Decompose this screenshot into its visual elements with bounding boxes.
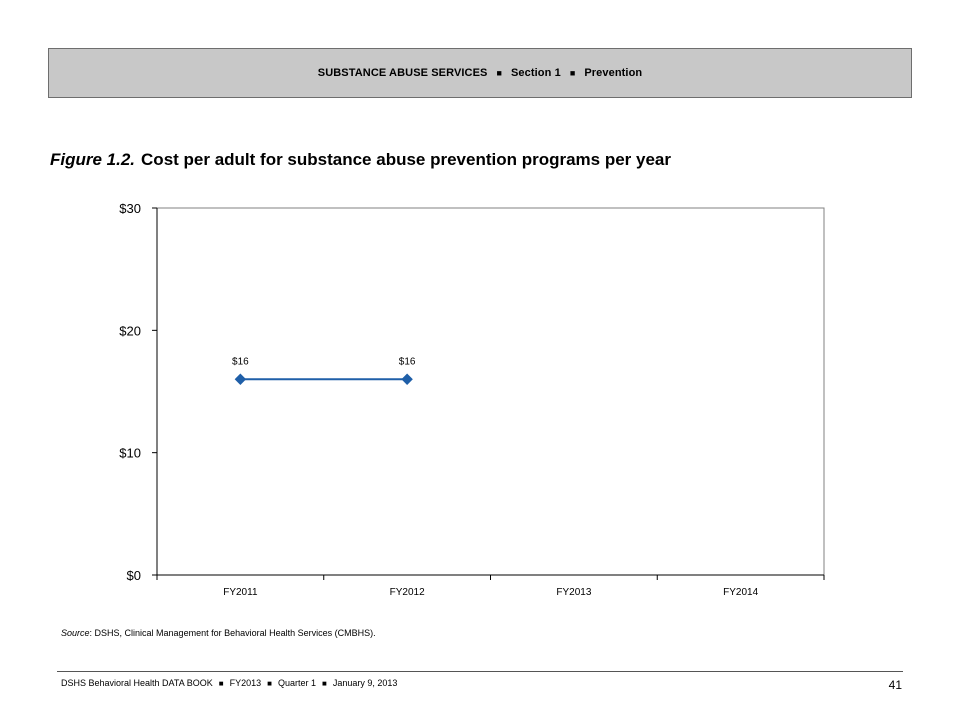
source-text: : DSHS, Clinical Management for Behavior… xyxy=(89,628,376,638)
footer-fiscal-year: FY2013 xyxy=(229,678,262,688)
y-tick-label: $20 xyxy=(119,323,141,338)
data-label: $16 xyxy=(399,356,416,367)
y-tick-label: $30 xyxy=(119,201,141,216)
x-tick-label: FY2014 xyxy=(723,587,758,598)
source-note: Source: DSHS, Clinical Management for Be… xyxy=(61,628,376,638)
figure-title: Figure 1.2. Cost per adult for substance … xyxy=(50,150,930,170)
data-point-marker xyxy=(401,373,413,385)
header-topic: Prevention xyxy=(584,67,643,79)
header-separator: ■ xyxy=(569,68,576,78)
footer-publication: DSHS Behavioral Health DATA BOOK xyxy=(61,678,213,688)
y-tick-label: $10 xyxy=(119,446,141,461)
data-label: $16 xyxy=(232,356,249,367)
x-tick-label: FY2013 xyxy=(556,587,591,598)
page-number: 41 xyxy=(888,678,902,692)
x-tick-label: FY2011 xyxy=(223,587,258,598)
y-axis-ticks: $0 $10 $20 $30 xyxy=(119,201,157,583)
section-header-bar: SUBSTANCE ABUSE SERVICES ■ Section 1 ■ P… xyxy=(48,48,912,98)
figure-label: Figure 1.2. xyxy=(50,150,136,169)
footer-separator: ■ xyxy=(267,678,272,688)
series-layer: $16 $16 xyxy=(232,356,416,385)
footer-divider xyxy=(57,671,903,672)
data-point-marker xyxy=(234,373,247,385)
figure-title-text: Cost per adult for substance abuse preve… xyxy=(141,150,672,169)
x-axis-ticks: FY2011 FY2012 FY2013 FY2014 xyxy=(156,575,825,598)
footer-separator: ■ xyxy=(218,678,224,688)
header-section: Section 1 xyxy=(511,67,561,79)
footer-quarter: Quarter 1 xyxy=(277,678,316,688)
x-tick-label: FY2012 xyxy=(390,587,425,598)
source-label: Source xyxy=(61,628,90,638)
plot-area-frame xyxy=(156,207,825,576)
footer-separator: ■ xyxy=(321,678,327,688)
header-separator: ■ xyxy=(496,68,502,78)
footer-date: January 9, 2013 xyxy=(332,678,398,688)
footer-text: DSHS Behavioral Health DATA BOOK ■ FY201… xyxy=(61,678,397,688)
header-program: SUBSTANCE ABUSE SERVICES xyxy=(317,67,488,79)
y-tick-label: $0 xyxy=(127,568,141,583)
